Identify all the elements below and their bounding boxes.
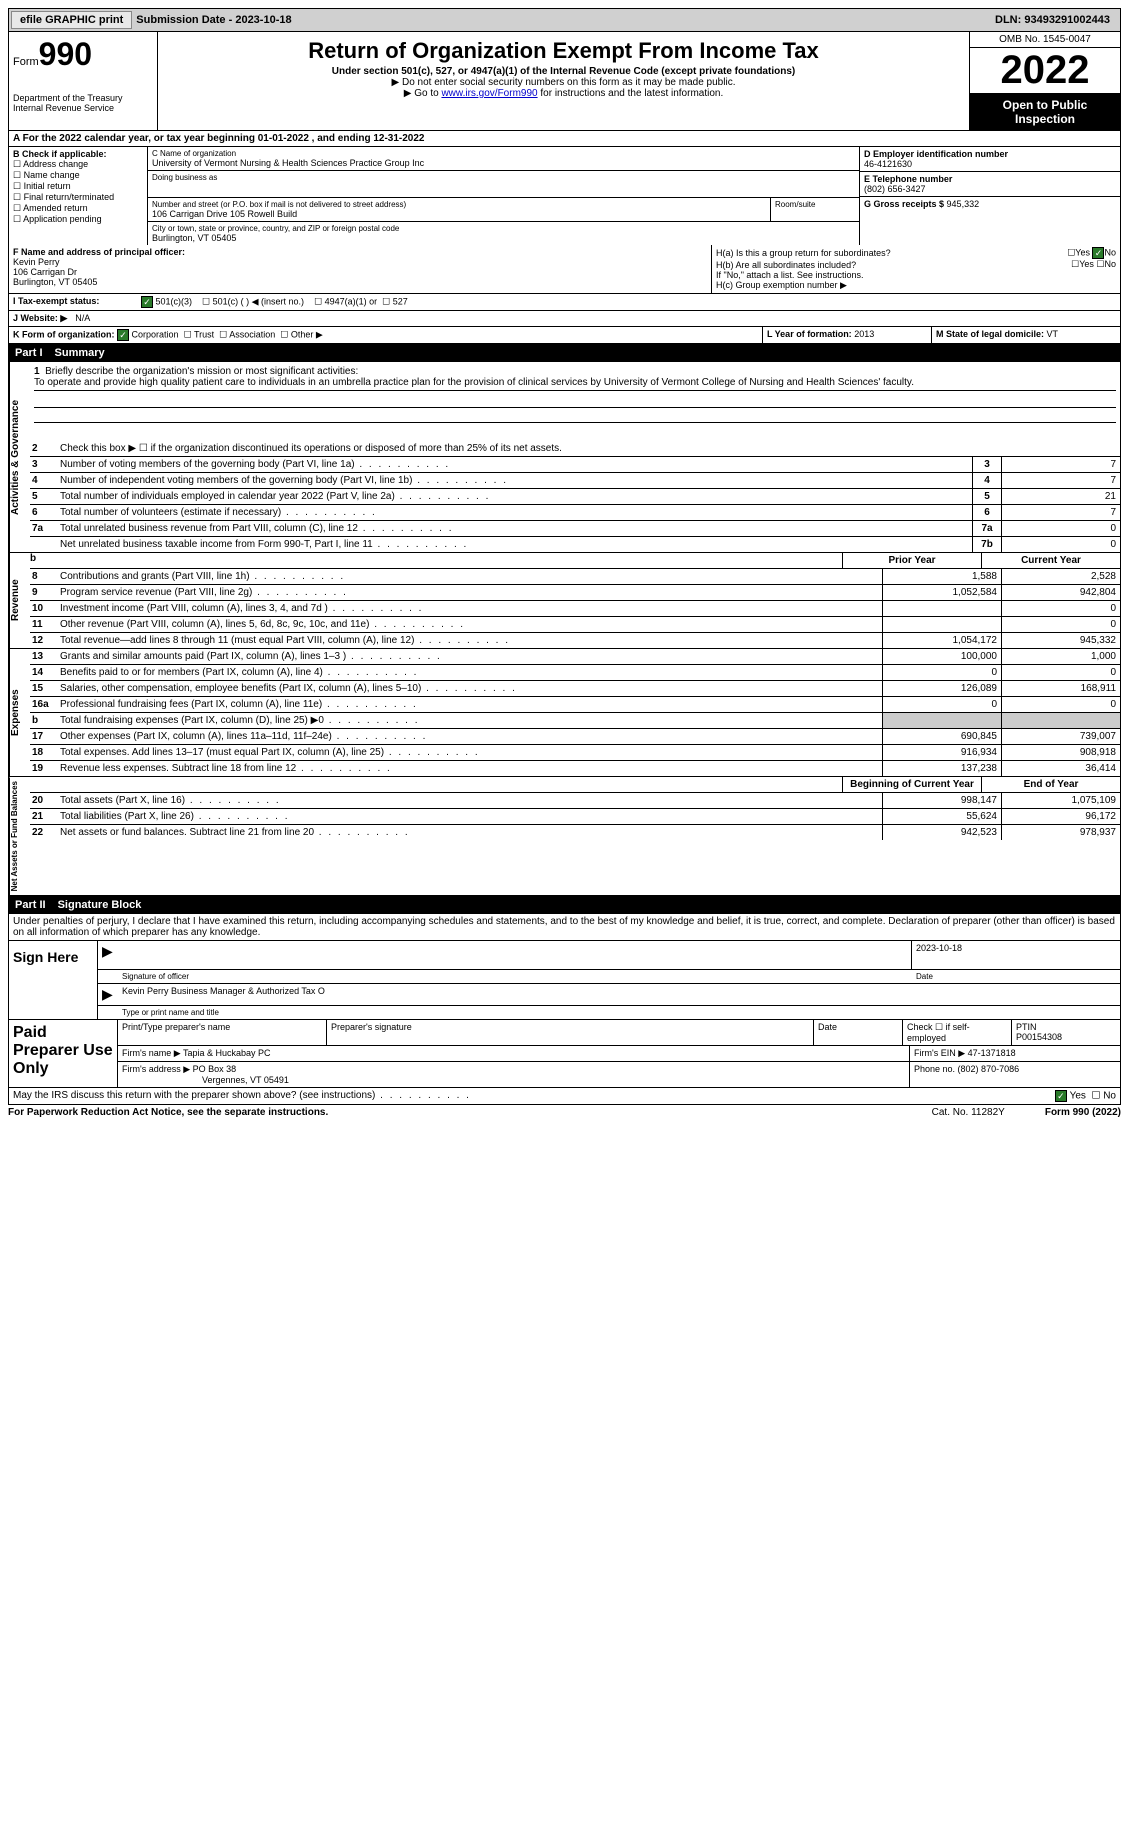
corporation-checkbox[interactable] — [117, 329, 129, 341]
form-subtitle: Under section 501(c), 527, or 4947(a)(1)… — [162, 66, 965, 77]
discuss-row: May the IRS discuss this return with the… — [8, 1088, 1121, 1105]
check-final-return[interactable]: ☐ Final return/terminated — [13, 192, 143, 203]
irs-link[interactable]: www.irs.gov/Form990 — [441, 88, 537, 99]
org-address: 106 Carrigan Drive 105 Rowell Build — [152, 209, 766, 219]
ha-no-checkbox[interactable] — [1092, 247, 1104, 259]
note-ssn: ▶ Do not enter social security numbers o… — [162, 77, 965, 88]
org-city: Burlington, VT 05405 — [152, 233, 855, 243]
side-revenue: Revenue — [9, 553, 30, 648]
signature-block: Under penalties of perjury, I declare th… — [8, 914, 1121, 1020]
line-6: 6 Total number of volunteers (estimate i… — [30, 505, 1120, 521]
phone: (802) 656-3427 — [864, 184, 1116, 194]
line-7a: 7a Total unrelated business revenue from… — [30, 521, 1120, 537]
line-16a: 16a Professional fundraising fees (Part … — [30, 697, 1120, 713]
line-3: 3 Number of voting members of the govern… — [30, 457, 1120, 473]
discuss-yes-checkbox[interactable] — [1055, 1090, 1067, 1102]
check-initial-return[interactable]: ☐ Initial return — [13, 181, 143, 192]
line-1: 1 Briefly describe the organization's mi… — [30, 362, 1120, 441]
net-header: Beginning of Current Year End of Year — [30, 777, 1120, 793]
firm-name: Tapia & Huckabay PC — [183, 1048, 271, 1058]
line-14: 14 Benefits paid to or for members (Part… — [30, 665, 1120, 681]
section-deg: D Employer identification number 46-4121… — [859, 147, 1120, 245]
line-17: 17 Other expenses (Part IX, column (A), … — [30, 729, 1120, 745]
line-13: 13 Grants and similar amounts paid (Part… — [30, 649, 1120, 665]
ein: 46-4121630 — [864, 159, 1116, 169]
section-h: H(a) Is this a group return for subordin… — [711, 245, 1120, 293]
line-9: 9 Program service revenue (Part VIII, li… — [30, 585, 1120, 601]
section-klm: K Form of organization: Corporation ☐ Tr… — [8, 327, 1121, 344]
line-2: 2 Check this box ▶ ☐ if the organization… — [30, 441, 1120, 457]
check-address-change[interactable]: ☐ Address change — [13, 159, 143, 170]
line-19: 19 Revenue less expenses. Subtract line … — [30, 761, 1120, 776]
block-fh: F Name and address of principal officer:… — [8, 245, 1121, 294]
line-b: b Total fundraising expenses (Part IX, c… — [30, 713, 1120, 729]
line-10: 10 Investment income (Part VIII, column … — [30, 601, 1120, 617]
cat-number: Cat. No. 11282Y — [932, 1107, 1005, 1118]
firm-ein: 47-1371818 — [968, 1048, 1016, 1058]
check-name-change[interactable]: ☐ Name change — [13, 170, 143, 181]
form-header: Form990 Department of the Treasury Inter… — [8, 32, 1121, 131]
website: N/A — [71, 311, 94, 326]
check-application-pending[interactable]: ☐ Application pending — [13, 214, 143, 225]
block-bcd: B Check if applicable: ☐ Address change … — [8, 147, 1121, 245]
line-4: 4 Number of independent voting members o… — [30, 473, 1120, 489]
top-bar: efile GRAPHIC print Submission Date - 20… — [8, 8, 1121, 32]
line-5: 5 Total number of individuals employed i… — [30, 489, 1120, 505]
declaration: Under penalties of perjury, I declare th… — [9, 914, 1120, 941]
footer: For Paperwork Reduction Act Notice, see … — [8, 1105, 1121, 1120]
section-i: I Tax-exempt status: 501(c)(3) ☐ 501(c) … — [8, 294, 1121, 311]
officer-printed-name: Kevin Perry Business Manager & Authorize… — [118, 984, 1120, 1005]
tax-year: 2022 — [970, 48, 1120, 94]
officer-name: Kevin Perry — [13, 257, 707, 267]
form-number-footer: Form 990 (2022) — [1045, 1107, 1121, 1118]
firm-phone: (802) 870-7086 — [958, 1064, 1020, 1074]
header-right: OMB No. 1545-0047 2022 Open to Public In… — [969, 32, 1120, 130]
501c3-checkbox[interactable] — [141, 296, 153, 308]
sign-date: 2023-10-18 — [912, 941, 1120, 969]
dept-label: Department of the Treasury Internal Reve… — [13, 93, 153, 113]
check-amended-return[interactable]: ☐ Amended return — [13, 203, 143, 214]
line-8: 8 Contributions and grants (Part VIII, l… — [30, 569, 1120, 585]
line-11: 11 Other revenue (Part VIII, column (A),… — [30, 617, 1120, 633]
form-title: Return of Organization Exempt From Incom… — [162, 38, 965, 64]
efile-print-button[interactable]: efile GRAPHIC print — [11, 11, 132, 29]
side-expenses: Expenses — [9, 649, 30, 776]
org-name: University of Vermont Nursing & Health S… — [152, 158, 855, 168]
line-7b: Net unrelated business taxable income fr… — [30, 537, 1120, 552]
submission-date: Submission Date - 2023-10-18 — [136, 14, 291, 26]
note-website: ▶ Go to www.irs.gov/Form990 for instruct… — [162, 88, 965, 99]
ptin: P00154308 — [1016, 1032, 1116, 1042]
gross-receipts: 945,332 — [947, 199, 980, 209]
section-j: J Website: ▶ N/A — [8, 311, 1121, 327]
paid-preparer-label: Paid Preparer Use Only — [9, 1020, 118, 1087]
omb-number: OMB No. 1545-0047 — [970, 32, 1120, 48]
inspection-label: Open to Public Inspection — [970, 94, 1120, 130]
section-f: F Name and address of principal officer:… — [9, 245, 711, 293]
sign-here-label: Sign Here — [9, 941, 98, 1019]
line-18: 18 Total expenses. Add lines 13–17 (must… — [30, 745, 1120, 761]
side-governance: Activities & Governance — [9, 362, 30, 552]
dln: DLN: 93493291002443 — [995, 14, 1118, 26]
header-center: Return of Organization Exempt From Incom… — [158, 32, 969, 130]
line-20: 20 Total assets (Part X, line 16) 998,14… — [30, 793, 1120, 809]
line-22: 22 Net assets or fund balances. Subtract… — [30, 825, 1120, 840]
section-b: B Check if applicable: ☐ Address change … — [9, 147, 148, 245]
line-15: 15 Salaries, other compensation, employe… — [30, 681, 1120, 697]
part1-header: Part I Summary — [8, 344, 1121, 362]
side-net-assets: Net Assets or Fund Balances — [9, 777, 30, 895]
mission-text: To operate and provide high quality pati… — [34, 377, 1116, 391]
line-21: 21 Total liabilities (Part X, line 26) 5… — [30, 809, 1120, 825]
header-left: Form990 Department of the Treasury Inter… — [9, 32, 158, 130]
part1-body: Activities & Governance 1 Briefly descri… — [8, 362, 1121, 896]
preparer-block: Paid Preparer Use Only Print/Type prepar… — [8, 1020, 1121, 1088]
section-c: C Name of organization University of Ver… — [148, 147, 859, 245]
part2-header: Part II Signature Block — [8, 896, 1121, 914]
section-a: A For the 2022 calendar year, or tax yea… — [8, 131, 1121, 147]
rev-header: b Prior Year Current Year — [30, 553, 1120, 569]
line-12: 12 Total revenue—add lines 8 through 11 … — [30, 633, 1120, 648]
